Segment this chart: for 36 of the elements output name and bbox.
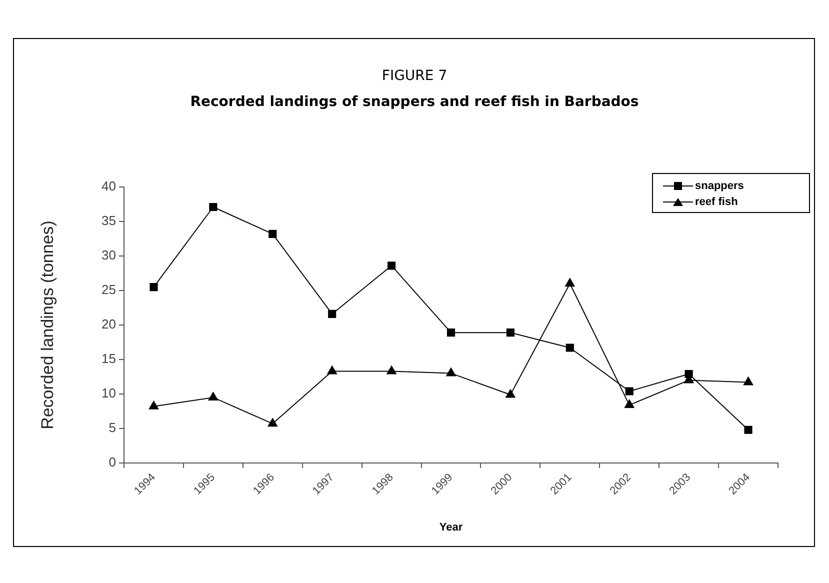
point — [446, 368, 456, 376]
point — [506, 328, 514, 337]
point — [208, 392, 218, 400]
y-tick-label: 40 — [102, 178, 116, 194]
chart-title: FIGURE 7 — [380, 68, 448, 84]
point — [565, 278, 575, 287]
point — [684, 370, 693, 378]
y-tick-label: 15 — [102, 351, 116, 366]
point — [386, 366, 396, 374]
point — [624, 400, 634, 408]
legend-label: snappers — [695, 180, 744, 192]
point — [743, 376, 754, 386]
y-tick-label: 5 — [108, 420, 116, 436]
y-tick-label: 10 — [102, 386, 116, 401]
y-tick-label: 25 — [102, 282, 116, 298]
y-tick-label: 30 — [102, 248, 116, 263]
y-tick-label: 20 — [102, 316, 116, 332]
y-tick-label: 35 — [102, 213, 116, 228]
point — [148, 400, 159, 410]
point — [744, 426, 752, 434]
legend-label: reef fish — [695, 196, 738, 208]
point — [328, 310, 336, 318]
point — [625, 387, 634, 396]
point — [566, 344, 574, 352]
point — [268, 418, 278, 427]
y-tick-label: 0 — [108, 454, 116, 470]
point — [506, 389, 516, 398]
point — [327, 366, 337, 374]
point — [268, 230, 277, 238]
x-axis-title: Year — [439, 521, 464, 534]
point — [150, 283, 158, 292]
y-axis-title: Recorded landings (tonnes) — [38, 220, 57, 430]
point — [446, 328, 456, 337]
point — [388, 262, 396, 270]
point — [209, 202, 218, 212]
chart-subtitle: Recorded landings of snappers and reef fish in Barbados — [189, 94, 640, 110]
